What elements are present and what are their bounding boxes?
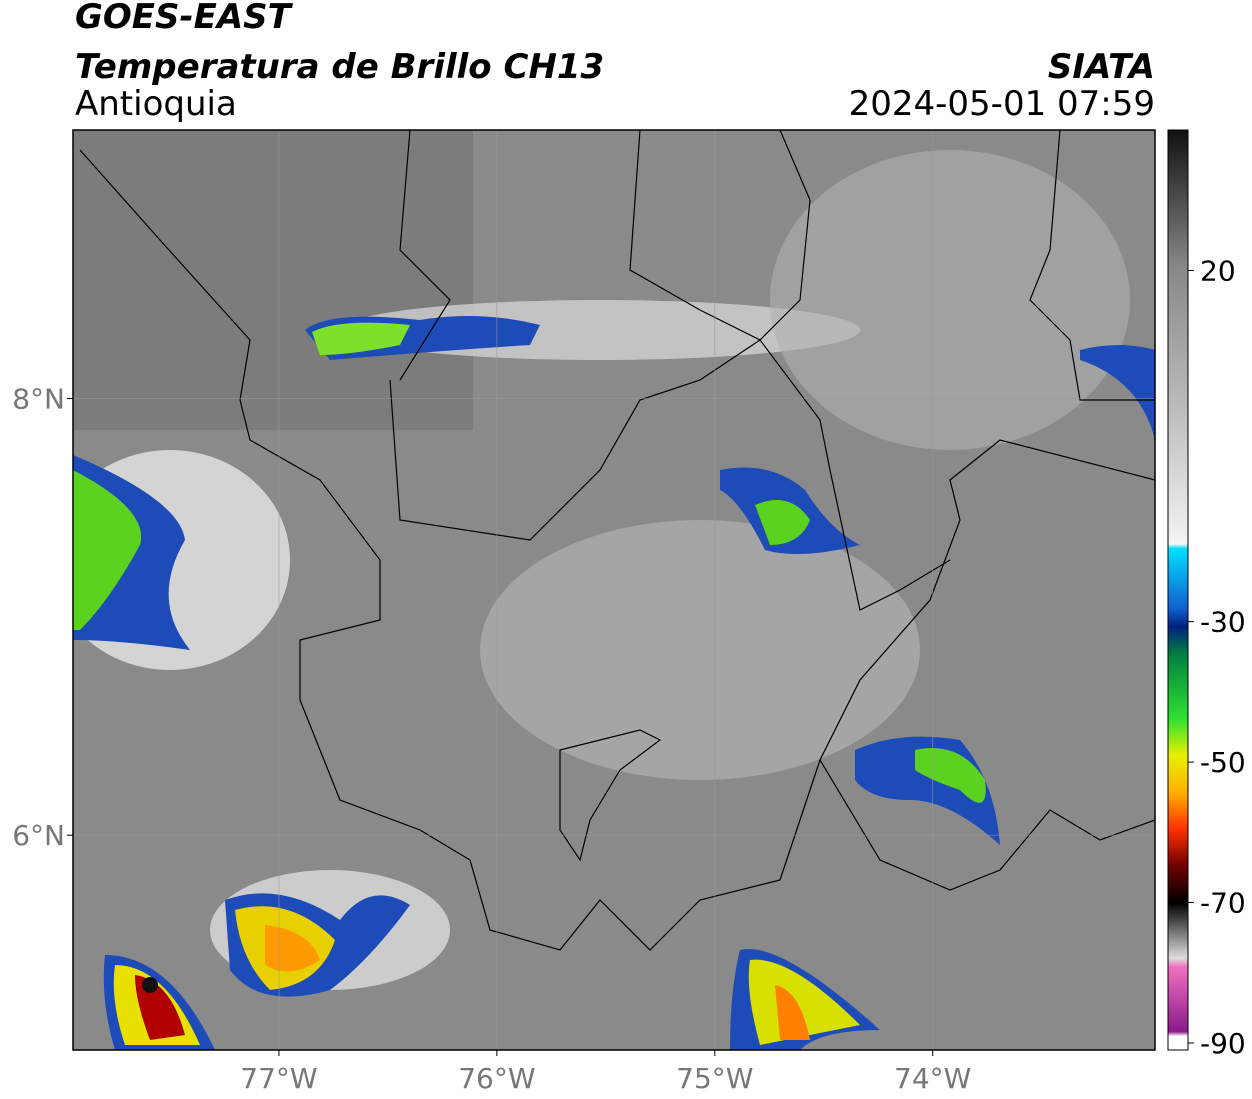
source: SIATA bbox=[1048, 47, 1155, 87]
lon-tick-label: 76°W bbox=[458, 1062, 535, 1095]
title: GOES-EAST bbox=[75, 0, 294, 37]
colorbar-tick-label: -90 bbox=[1200, 1027, 1246, 1060]
colorbar-tick-label: -50 bbox=[1200, 746, 1246, 779]
lon-tick-label: 75°W bbox=[676, 1062, 753, 1095]
timestamp: 2024-05-01 07:59 bbox=[849, 84, 1155, 124]
colorbar bbox=[1167, 129, 1189, 1051]
lat-tick-label: 6°N bbox=[12, 819, 65, 852]
graticule bbox=[73, 130, 1155, 1050]
colorbar-tick-label: 20 bbox=[1200, 254, 1236, 287]
colorbar-tick-label: -30 bbox=[1200, 606, 1246, 639]
map-frame bbox=[72, 129, 1156, 1051]
lat-tick-label: 8°N bbox=[12, 383, 65, 416]
lon-tick-label: 74°W bbox=[894, 1062, 971, 1095]
lon-tick-label: 77°W bbox=[240, 1062, 317, 1095]
region: Antioquia bbox=[75, 84, 237, 124]
colorbar-tick-label: -70 bbox=[1200, 887, 1246, 920]
subtitle: Temperatura de Brillo CH13 bbox=[75, 47, 604, 87]
map-image bbox=[73, 130, 1155, 1050]
